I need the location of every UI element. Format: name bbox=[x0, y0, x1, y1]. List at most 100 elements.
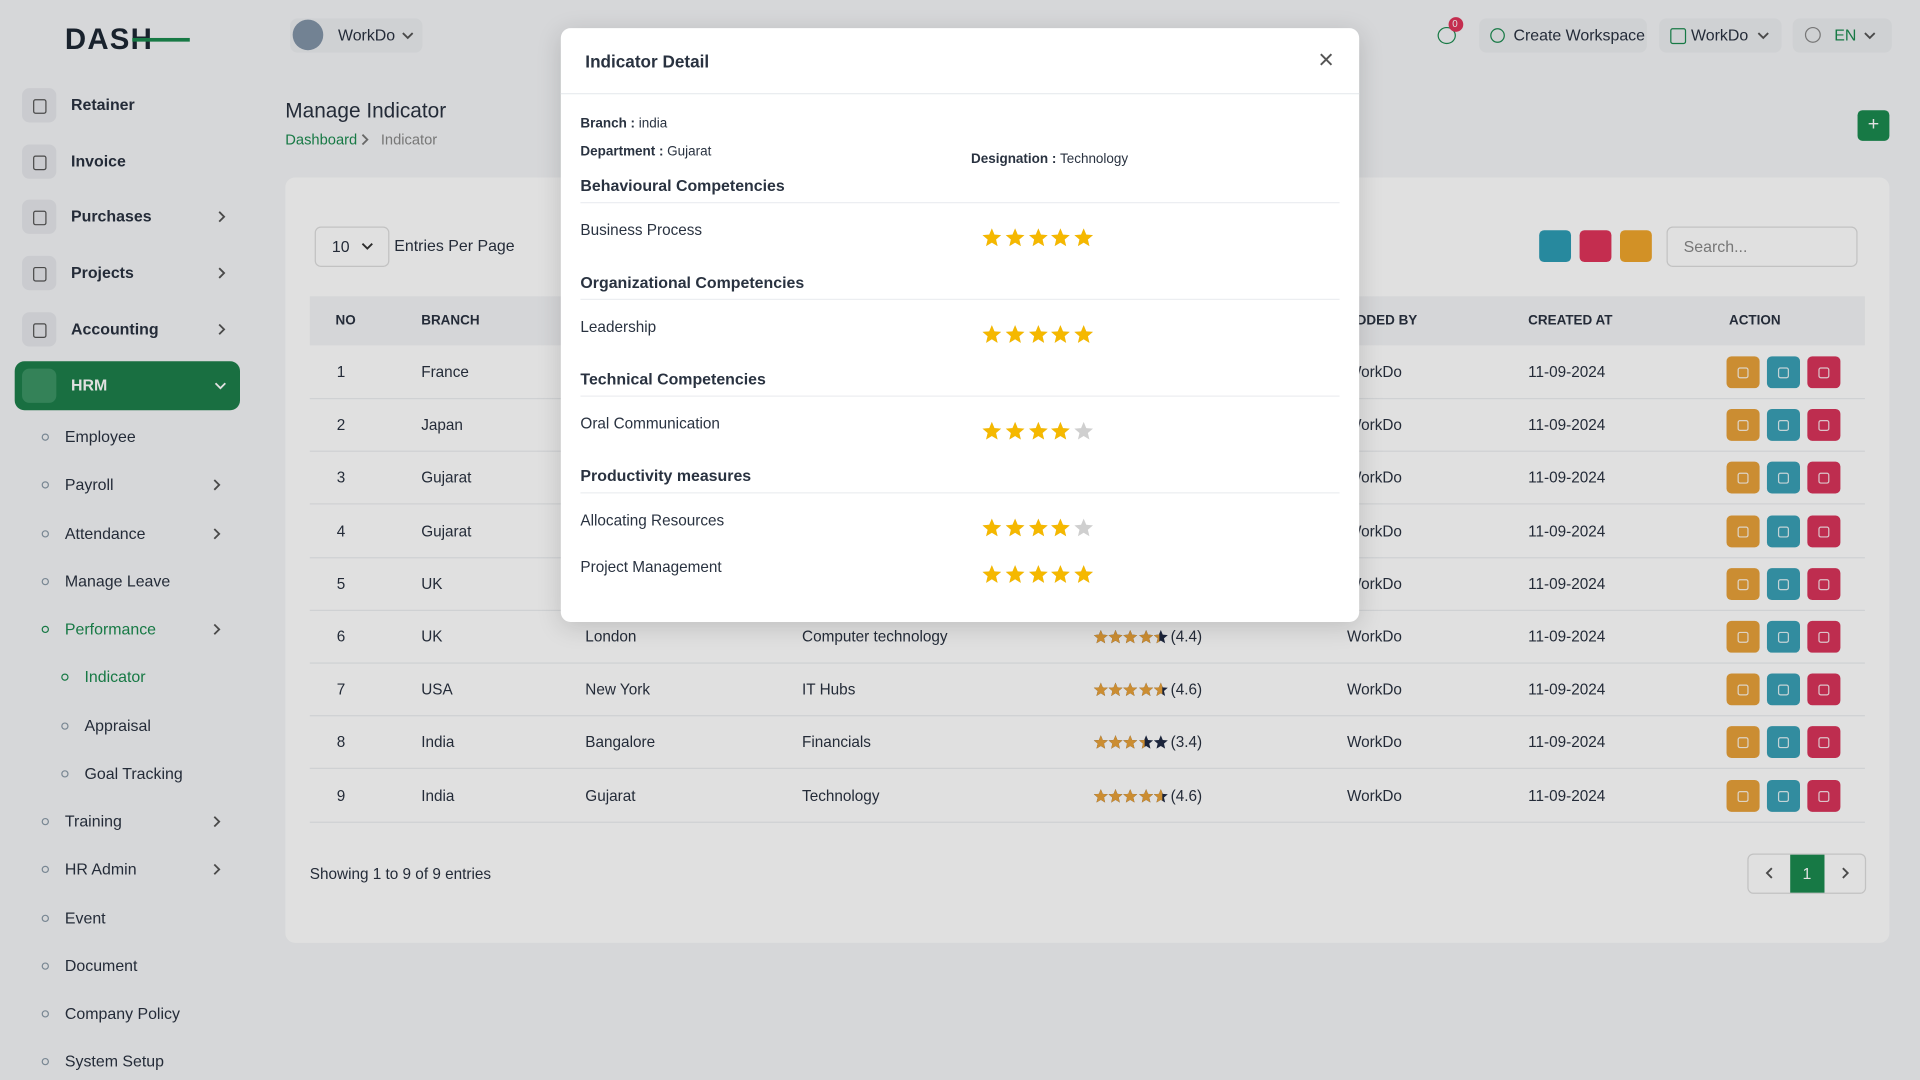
rating-star bbox=[1123, 788, 1138, 802]
action-glyph bbox=[1737, 367, 1749, 379]
edit-btn[interactable] bbox=[1766, 726, 1800, 759]
logo-accent bbox=[132, 37, 190, 42]
action-glyph bbox=[1777, 631, 1789, 643]
chevron bbox=[218, 323, 226, 335]
delete-btn[interactable] bbox=[1807, 567, 1841, 600]
menu-item[interactable]: Invoice bbox=[71, 151, 126, 170]
cell-no: 4 bbox=[336, 522, 346, 540]
menu-item[interactable]: Event bbox=[64, 907, 106, 927]
delete-btn[interactable] bbox=[1807, 462, 1841, 494]
download-btn[interactable] bbox=[1539, 230, 1572, 263]
menu-item[interactable]: Indicator bbox=[84, 667, 146, 687]
action-glyph bbox=[1737, 420, 1749, 432]
create-workspace[interactable]: Create Workspace bbox=[1513, 25, 1646, 45]
menu-item[interactable]: Goal Tracking bbox=[84, 763, 183, 783]
edit-btn[interactable] bbox=[1766, 356, 1800, 389]
edit-btn[interactable] bbox=[1766, 779, 1800, 812]
rating-star bbox=[1051, 228, 1071, 247]
delete-btn[interactable] bbox=[1807, 779, 1841, 812]
breadcrumb[interactable]: Dashboard bbox=[285, 131, 358, 149]
menu-icon bbox=[22, 256, 57, 291]
add-button[interactable]: + bbox=[1857, 110, 1890, 141]
delete-btn[interactable] bbox=[1807, 620, 1841, 653]
menu-item[interactable]: Retainer bbox=[71, 95, 135, 114]
delete-btn[interactable] bbox=[1807, 726, 1841, 759]
menu-item[interactable]: Purchases bbox=[71, 207, 152, 226]
rating-star bbox=[1123, 630, 1138, 644]
pagination: 1 bbox=[1747, 853, 1867, 894]
rating-star bbox=[1108, 630, 1123, 644]
menu-item[interactable]: Document bbox=[64, 956, 138, 975]
section-title: Technical Competencies bbox=[580, 369, 766, 389]
rating-star bbox=[1138, 682, 1153, 697]
chevron bbox=[213, 623, 221, 635]
entries-select[interactable]: 10 bbox=[314, 226, 390, 267]
menu-item[interactable]: Employee bbox=[64, 427, 136, 446]
menu-item[interactable]: Appraisal bbox=[84, 715, 151, 735]
language[interactable]: EN bbox=[1834, 25, 1857, 45]
menu-item[interactable]: HR Admin bbox=[64, 859, 137, 879]
search-input[interactable]: Search... bbox=[1666, 226, 1858, 267]
delete-btn[interactable] bbox=[1807, 673, 1841, 706]
menu-item[interactable]: Manage Leave bbox=[64, 571, 171, 590]
workspace-name[interactable]: WorkDo bbox=[337, 25, 396, 45]
competency-name: Business Process bbox=[580, 221, 703, 239]
view-btn[interactable] bbox=[1726, 620, 1760, 653]
menu-item[interactable]: HRM bbox=[71, 375, 108, 395]
cell-added-by: WorkDo bbox=[1346, 469, 1402, 487]
row-divider bbox=[309, 821, 1865, 823]
cell-branch: USA bbox=[421, 681, 453, 699]
menu-item[interactable]: Training bbox=[64, 811, 122, 831]
chevron bbox=[361, 243, 373, 250]
action-glyph bbox=[1737, 790, 1749, 802]
rating-star bbox=[1005, 518, 1025, 537]
menu-item[interactable]: System Setup bbox=[64, 1052, 165, 1071]
menu-item[interactable]: Attendance bbox=[64, 523, 146, 542]
current-page[interactable]: 1 bbox=[1790, 854, 1825, 893]
section-title: Organizational Competencies bbox=[580, 273, 805, 292]
section-title: Behavioural Competencies bbox=[580, 176, 785, 195]
view-btn[interactable] bbox=[1726, 462, 1760, 494]
close-btn[interactable]: × bbox=[1318, 44, 1334, 75]
rating-star bbox=[1123, 682, 1138, 697]
cell-added-by: WorkDo bbox=[1346, 575, 1402, 593]
row-divider bbox=[309, 715, 1865, 717]
reset-btn[interactable] bbox=[1579, 230, 1612, 263]
edit-btn[interactable] bbox=[1766, 567, 1800, 600]
rating-star bbox=[982, 518, 1002, 537]
create-workspace-btn[interactable] bbox=[1479, 18, 1647, 53]
view-btn[interactable] bbox=[1726, 356, 1760, 389]
field-value: Gujarat bbox=[667, 144, 712, 160]
delete-btn[interactable] bbox=[1807, 409, 1841, 442]
menu-item[interactable]: Company Policy bbox=[64, 1004, 180, 1023]
menu-item[interactable]: Payroll bbox=[64, 475, 114, 494]
view-btn[interactable] bbox=[1726, 673, 1760, 706]
refresh-btn[interactable] bbox=[1620, 230, 1652, 263]
workspace-menu[interactable]: WorkDo bbox=[1691, 25, 1749, 45]
view-btn[interactable] bbox=[1726, 779, 1760, 812]
rating-star bbox=[1051, 421, 1071, 440]
action-glyph bbox=[1777, 526, 1789, 538]
edit-btn[interactable] bbox=[1766, 515, 1800, 547]
edit-btn[interactable] bbox=[1766, 462, 1800, 494]
view-btn[interactable] bbox=[1726, 567, 1760, 600]
delete-btn[interactable] bbox=[1807, 515, 1841, 547]
menu-icon bbox=[22, 88, 57, 123]
menu-item[interactable]: Projects bbox=[71, 263, 134, 282]
view-btn[interactable] bbox=[1726, 409, 1760, 442]
edit-btn[interactable] bbox=[1766, 409, 1800, 442]
cell-branch: UK bbox=[421, 575, 443, 593]
edit-btn[interactable] bbox=[1766, 673, 1800, 706]
modal-title: Indicator Detail bbox=[585, 51, 710, 72]
menu-item[interactable]: Accounting bbox=[71, 319, 159, 338]
rating-star bbox=[1051, 565, 1071, 583]
view-btn[interactable] bbox=[1726, 726, 1760, 759]
view-btn[interactable] bbox=[1726, 515, 1760, 547]
chevron bbox=[213, 816, 221, 828]
rating-star bbox=[1138, 788, 1153, 802]
menu-item[interactable]: Performance bbox=[64, 619, 157, 638]
rating-star bbox=[1153, 630, 1168, 644]
edit-btn[interactable] bbox=[1766, 620, 1800, 653]
chat-icon[interactable] bbox=[1437, 26, 1456, 45]
delete-btn[interactable] bbox=[1807, 356, 1841, 389]
